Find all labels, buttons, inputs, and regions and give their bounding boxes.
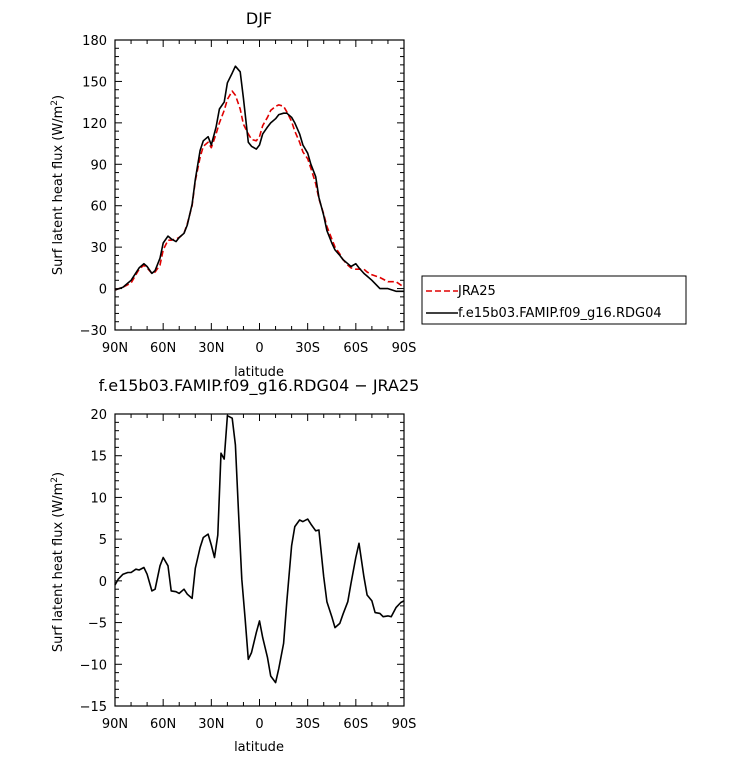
- top-series-line-1: [114, 65, 404, 293]
- bottom-y-tick-label: 20: [90, 408, 107, 423]
- top-x-tick-label: 30S: [295, 341, 320, 356]
- legend-label-model: f.e15b03.FAMIP.f09_g16.RDG04: [458, 306, 662, 321]
- bottom-series-group: [114, 414, 405, 684]
- bottom-series-line-0: [114, 414, 405, 684]
- bottom-y-tick-label: −15: [80, 700, 107, 715]
- top-y-tick-label: 90: [90, 158, 107, 173]
- top-plot-frame: [114, 39, 405, 331]
- top-x-tick-label: 30N: [198, 341, 224, 356]
- top-y-tick-label: 150: [82, 75, 107, 90]
- top-x-tick-label: 90N: [102, 341, 128, 356]
- bottom-x-tick-label: 0: [255, 717, 263, 732]
- top-y-tick-label: 180: [82, 34, 107, 49]
- top-series-line-0: [114, 90, 405, 291]
- bottom-x-tick-label: 30N: [198, 717, 224, 732]
- bottom-chart-title: f.e15b03.FAMIP.f09_g16.RDG04 − JRA25: [99, 376, 420, 396]
- top-axes: 90N 60N 30N 0 30S 60S 90S −30 0 30 60 90 120 150 180: [80, 34, 417, 356]
- bottom-y-tick-label: 0: [99, 575, 107, 590]
- top-x-tick-label: 60N: [150, 341, 176, 356]
- top-series-group: [114, 65, 405, 293]
- top-y-tick-label: 30: [90, 241, 107, 256]
- top-x-tick-label: 90S: [392, 341, 417, 356]
- bottom-x-tick-label: 60S: [343, 717, 368, 732]
- bottom-axes: 90N 60N 30N 0 30S 60S 90S −15 −10 −5 0 5 10 15 20: [80, 408, 417, 732]
- bottom-y-tick-label: 15: [90, 450, 107, 465]
- top-x-axis-label: latitude: [234, 365, 284, 380]
- top-chart-title: DJF: [246, 9, 272, 28]
- bottom-y-tick-label: −5: [88, 617, 107, 632]
- bottom-x-tick-label: 30S: [295, 717, 320, 732]
- top-y-tick-label: −30: [80, 324, 107, 339]
- top-y-axis-label: Surf latent heat flux (W/m2): [50, 95, 66, 275]
- bottom-x-tick-label: 90S: [392, 717, 417, 732]
- bottom-x-tick-label: 60N: [150, 717, 176, 732]
- top-y-tick-label: 120: [82, 117, 107, 132]
- bottom-x-axis-label: latitude: [234, 740, 284, 755]
- top-y-tick-label: 0: [99, 283, 107, 298]
- top-panel: DJF 90N 60N 30N 0 30S 60S 90S −30 0 30 60 90 120 150 1…: [50, 9, 416, 380]
- bottom-y-tick-label: 5: [99, 533, 107, 548]
- top-y-tick-label: 60: [90, 200, 107, 215]
- top-x-tick-label: 60S: [343, 341, 368, 356]
- legend: JRA25 f.e15b03.FAMIP.f09_g16.RDG04: [421, 275, 687, 325]
- bottom-panel: f.e15b03.FAMIP.f09_g16.RDG04 − JRA25 90N…: [50, 376, 419, 755]
- bottom-y-tick-label: −10: [80, 658, 107, 673]
- legend-label-jra25: JRA25: [457, 284, 496, 299]
- legend-box: [421, 275, 687, 325]
- bottom-y-tick-label: 10: [90, 491, 107, 506]
- bottom-x-tick-label: 90N: [102, 717, 128, 732]
- bottom-y-axis-label: Surf latent heat flux (W/m2): [50, 472, 66, 652]
- top-x-tick-label: 0: [255, 341, 263, 356]
